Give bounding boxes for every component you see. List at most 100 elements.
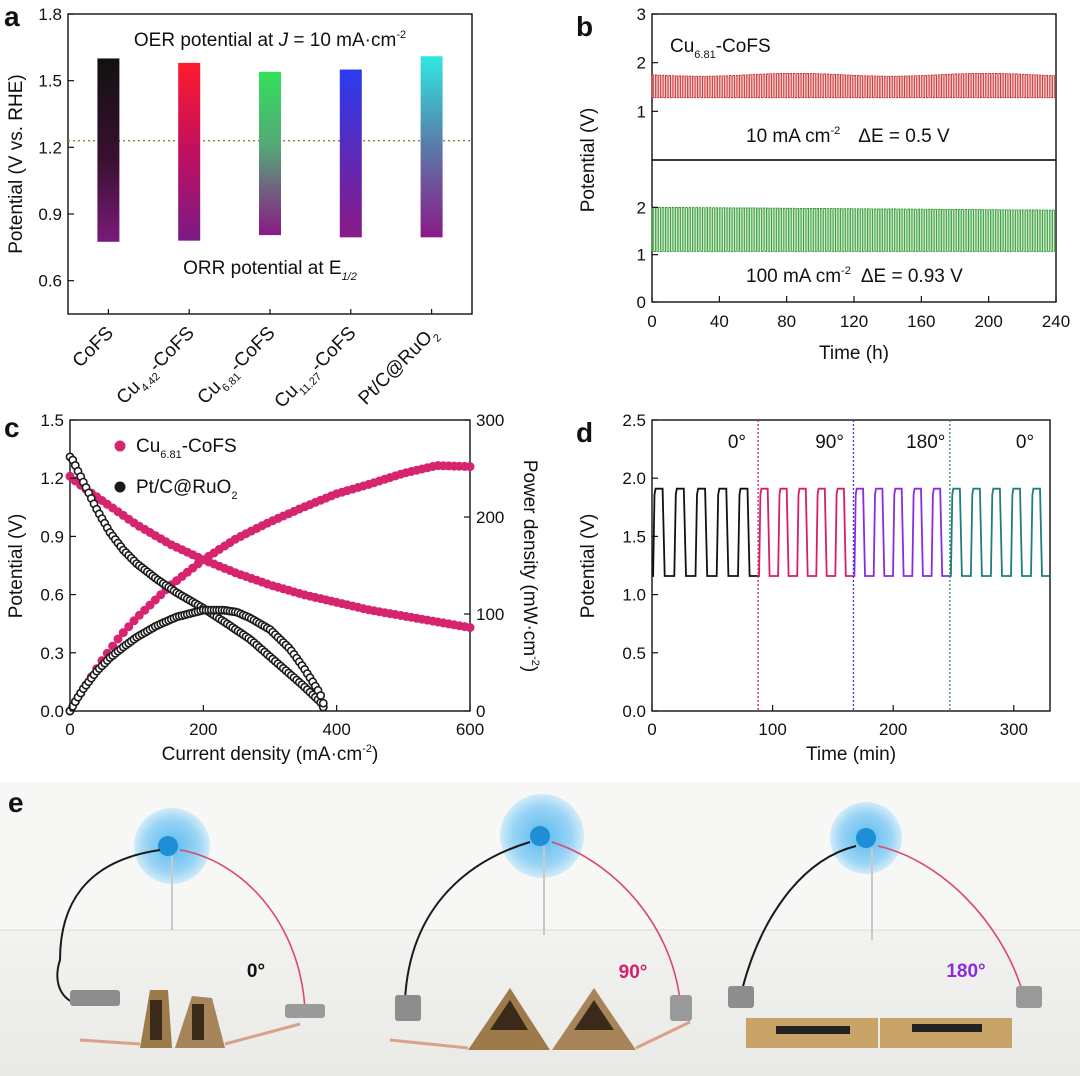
c-legend-label-cu: Cu6.81-CoFS: [136, 436, 237, 461]
panel-c-polarization-chart: c 0 200 400 600 0.0 0.3 0.6 0.9 1.2 1.5 0 100 200 300…: [4, 411, 541, 765]
c-y-tick-label-1: 0.3: [40, 644, 64, 663]
b-x-axis-label: Time (h): [819, 343, 889, 364]
panel-label-a: a: [4, 1, 20, 32]
a-bar-2: [259, 71, 281, 236]
d-angle-label-2: 180°: [906, 432, 945, 453]
a-y-tick-label-0: 0.6: [38, 272, 62, 291]
d-angle-label-3: 0°: [1016, 432, 1034, 453]
wire-1-red: [179, 849, 306, 1011]
d-ticks: 0 100 200 300 0.0 0.5 1.0 1.5 2.0 2.5: [622, 411, 1028, 739]
d-x-tick-label-3: 300: [1000, 720, 1028, 739]
battery-1-leads: [79, 1022, 301, 1046]
battery-3-electrode-a: [776, 1026, 850, 1034]
a-bar-4: [420, 56, 443, 238]
b-bottom-trace: [651, 206, 1056, 252]
b-bottom-y-tick-label-1: 1: [637, 246, 646, 265]
d-y-tick-label-5: 2.5: [622, 411, 646, 430]
c-y2-axis-label: Power density (mW·cm-2): [519, 460, 541, 672]
d-y-axis-label: Potential (V): [578, 514, 599, 619]
a-y-ticks: 0.6 0.9 1.2 1.5 1.8: [38, 5, 433, 314]
d-y-tick-label-1: 0.5: [622, 644, 646, 663]
a-category-label-1: Cu4.42-CoFS: [113, 323, 202, 412]
battery-1-electrode-b: [192, 1004, 204, 1040]
panel-label-d: d: [576, 417, 593, 448]
clip-3-right: [1016, 986, 1042, 1008]
d-y-tick-label-4: 2.0: [622, 469, 646, 488]
wire-3-red: [877, 845, 1023, 991]
battery-1-electrode: [150, 1000, 162, 1040]
a-y-axis-label: Potential (V vs. RHE): [6, 74, 27, 254]
c-x-tick-label-1: 200: [189, 720, 217, 739]
c-x-tick-label-3: 600: [456, 720, 484, 739]
d-y-tick-label-2: 1.0: [622, 586, 646, 605]
c-legend-label-pt: Pt/C@RuO2: [136, 477, 237, 502]
a-category-label-2: Cu6.81-CoFS: [194, 323, 283, 412]
photo-1-angle-label: 0°: [247, 961, 265, 982]
a-category-label-0: CoFS: [69, 323, 118, 372]
c-x-tick-label-2: 400: [322, 720, 350, 739]
d-y-tick-label-0: 0.0: [622, 702, 646, 721]
d-x-tick-label-2: 200: [879, 720, 907, 739]
a-bars: [68, 56, 472, 242]
c-legend-marker-pt: [114, 481, 126, 493]
c-y-axis-label: Potential (V): [6, 514, 27, 619]
fan-2-motor: [530, 826, 550, 846]
wire-2-red: [551, 841, 681, 1001]
c-y2-tick-label-0: 0: [476, 702, 485, 721]
d-segment-trace-1: [758, 487, 854, 577]
c-plot-frame: [69, 419, 471, 712]
d-segment-trace-3: [949, 487, 1050, 577]
c-y-tick-label-3: 0.9: [40, 527, 64, 546]
photo-table-surface: [0, 930, 1080, 1076]
c-cu-polarization-point: [465, 623, 475, 633]
battery-2-electrode-a: [490, 1000, 528, 1030]
c-pt-power-point: [316, 691, 326, 700]
a-y-tick-label-3: 1.5: [38, 72, 62, 91]
b-top-condition: 10 mA cm-2 ΔE = 0.5 V: [746, 125, 950, 147]
battery-3-half-b: [880, 1018, 1012, 1048]
photo-0-degree-setup: 0°: [56, 808, 325, 1048]
photo-2-angle-label: 90°: [619, 962, 648, 983]
wire-1-black: [56, 849, 161, 1005]
c-cu-power-point: [129, 616, 139, 626]
d-x-tick-label-0: 0: [647, 720, 656, 739]
d-x-axis-label: Time (min): [806, 744, 896, 765]
c-cu-power-point: [124, 622, 134, 632]
battery-2-electrode-b: [574, 1000, 614, 1030]
b-sample-label: Cu6.81-CoFS: [670, 36, 771, 61]
c-series: [65, 452, 475, 716]
b-bottom-y-tick-label-2: 2: [637, 198, 646, 217]
c-y-tick-label-4: 1.2: [40, 469, 64, 488]
clip-2-right: [670, 995, 692, 1021]
d-angle-labels: 0° 90° 180° 0°: [728, 432, 1034, 453]
panel-label-b: b: [576, 11, 593, 42]
b-bottom-condition: 100 mA cm-2 ΔE = 0.93 V: [746, 265, 963, 287]
c-cu-power-point: [113, 634, 123, 644]
c-y2-tick-label-3: 300: [476, 411, 504, 430]
c-pt-power-point: [318, 698, 328, 708]
a-y-tick-label-2: 1.2: [38, 138, 62, 157]
d-plot-frame: [651, 419, 1051, 712]
photo-180-degree-setup: 180°: [728, 802, 1042, 1048]
d-segment-trace-0: [652, 487, 759, 577]
battery-2-leads: [389, 1020, 691, 1050]
b-x-tick-label-1: 40: [710, 312, 729, 331]
c-cu-power-point: [150, 595, 160, 605]
wire-2-black: [404, 841, 531, 1001]
b-top-trace: [651, 72, 1056, 99]
d-voltage-traces: [652, 420, 1050, 711]
a-oer-title: OER potential at J = 10 mA·cm-2: [134, 29, 406, 51]
a-category-label-4: Pt/C@RuO2: [355, 323, 444, 412]
c-cu-power-point: [465, 462, 475, 472]
b-x-tick-label-2: 80: [777, 312, 796, 331]
a-y-tick-label-4: 1.8: [38, 5, 62, 24]
a-category-label-3: Cu11.27-CoFS: [271, 323, 364, 416]
c-ticks: 0 200 400 600 0.0 0.3 0.6 0.9 1.2 1.5 0 100 200 300: [40, 411, 504, 739]
c-y-tick-label-0: 0.0: [40, 702, 64, 721]
a-bar-1: [178, 62, 201, 241]
fan-3-motor: [856, 828, 876, 848]
a-bar-3: [339, 69, 362, 238]
clip-1-left: [70, 990, 120, 1006]
